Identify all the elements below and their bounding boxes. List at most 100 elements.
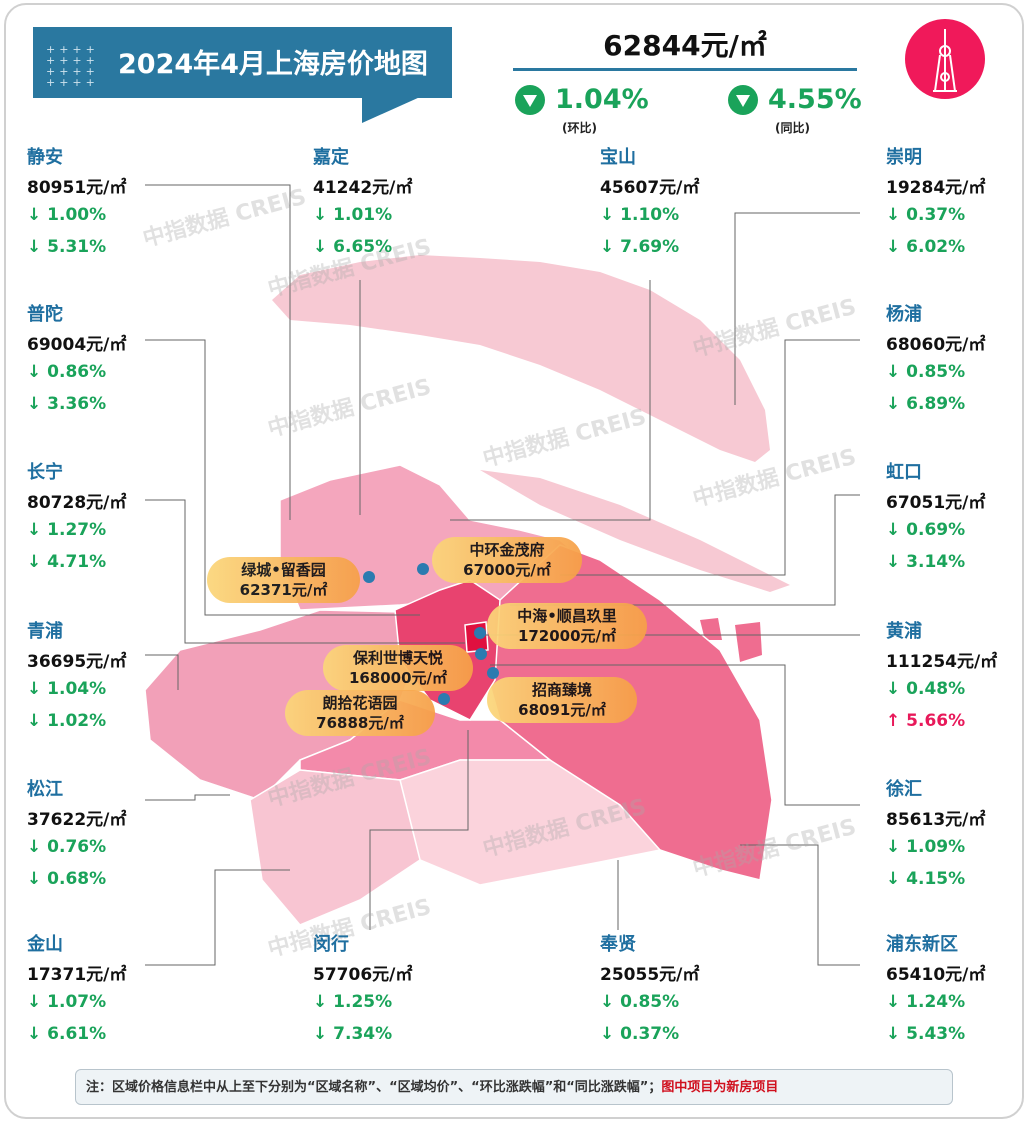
map-jinshan: [249, 769, 421, 926]
district-yoy: ↓ 7.34%: [313, 1024, 393, 1044]
project-price: 62371元/㎡: [239, 581, 328, 599]
district-info-3: 崇明 19284元/㎡ ↓ 0.37% ↓ 6.02%: [886, 143, 985, 269]
project-label: 中海•顺昌玖里 172000元/㎡: [487, 603, 647, 649]
map-chongming: [272, 255, 770, 462]
district-yoy: ↓ 6.65%: [313, 237, 393, 257]
project-marker[interactable]: [438, 693, 450, 705]
district-info-14: 奉贤 25055元/㎡ ↓ 0.85% ↓ 0.37%: [600, 930, 699, 1056]
project-marker[interactable]: [475, 648, 487, 660]
map-fengxian: [399, 759, 662, 886]
frame: [4, 3, 1024, 1119]
project-price: 67000元/㎡: [463, 561, 551, 579]
note-text: 注：区域价格信息栏中从上至下分别为“区域名称”、“区域均价”、“环比涨跌幅”和“…: [86, 1080, 662, 1095]
title-banner-tail: [362, 97, 420, 123]
district-yoy: ↓ 3.36%: [27, 394, 107, 414]
district-info-7: 虹口 67051元/㎡ ↓ 0.69% ↓ 3.14%: [886, 458, 985, 584]
district-info-15: 浦东新区 65410元/㎡ ↓ 1.24% ↓ 5.43%: [886, 930, 985, 1056]
district-name: 杨浦: [886, 304, 922, 325]
yoy-value: 4.55%: [768, 84, 862, 115]
project-name: 保利世博天悦: [352, 649, 443, 667]
district-name: 黄浦: [886, 621, 922, 642]
district-name: 松江: [27, 779, 63, 800]
district-yoy: ↓ 0.37%: [600, 1024, 680, 1044]
district-name: 青浦: [27, 621, 63, 642]
district-name: 奉贤: [600, 934, 636, 955]
district-price: 65410元/㎡: [886, 965, 986, 985]
project-label: 朗拾花语园 76888元/㎡: [285, 690, 435, 736]
page-title: 2024年4月上海房价地图: [118, 49, 428, 80]
project-price: 68091元/㎡: [518, 701, 606, 719]
district-mom: ↓ 1.24%: [886, 992, 966, 1012]
district-price: 37622元/㎡: [27, 810, 127, 830]
district-info-9: 黄浦 111254元/㎡ ↓ 0.48% ↑ 5.66%: [886, 617, 997, 743]
map-changxing-island: [480, 470, 790, 592]
mom-label: (环比): [562, 121, 597, 135]
district-name: 闵行: [313, 934, 349, 955]
district-mom: ↓ 0.37%: [886, 205, 966, 225]
project-label: 中环金茂府 67000元/㎡: [432, 537, 582, 583]
district-name: 徐汇: [886, 779, 922, 800]
district-yoy: ↓ 4.71%: [27, 552, 107, 572]
title-banner: [33, 27, 452, 98]
project-name: 中海•顺昌玖里: [517, 607, 617, 625]
project-price: 76888元/㎡: [316, 714, 404, 732]
project-marker[interactable]: [363, 571, 375, 583]
project-marker[interactable]: [487, 667, 499, 679]
district-info-8: 青浦 36695元/㎡ ↓ 1.04% ↓ 1.02%: [27, 617, 126, 743]
district-yoy: ↓ 6.89%: [886, 394, 966, 414]
district-yoy: ↓ 5.31%: [27, 237, 107, 257]
district-mom: ↓ 0.48%: [886, 679, 966, 699]
district-price: 17371元/㎡: [27, 965, 127, 985]
district-mom: ↓ 1.10%: [600, 205, 680, 225]
district-yoy: ↓ 6.61%: [27, 1024, 107, 1044]
project-marker[interactable]: [417, 563, 429, 575]
district-info-0: 静安 80951元/㎡ ↓ 1.00% ↓ 5.31%: [27, 143, 126, 269]
total-avg-price: 62844元/㎡: [603, 29, 767, 62]
project-label: 绿城•留香园 62371元/㎡: [207, 557, 360, 603]
district-info-2: 宝山 45607元/㎡ ↓ 1.10% ↓ 7.69%: [600, 143, 699, 269]
district-price: 80951元/㎡: [27, 178, 127, 198]
district-price: 68060元/㎡: [886, 335, 986, 355]
district-price: 57706元/㎡: [313, 965, 413, 985]
mom-value: 1.04%: [555, 84, 649, 115]
district-yoy: ↓ 0.68%: [27, 869, 107, 889]
district-mom: ↓ 0.85%: [600, 992, 680, 1012]
district-info-12: 金山 17371元/㎡ ↓ 1.07% ↓ 6.61%: [27, 930, 126, 1056]
district-name: 宝山: [600, 147, 636, 168]
project-name: 朗拾花语园: [322, 694, 398, 712]
district-name: 静安: [27, 147, 63, 168]
project-name: 招商臻境: [531, 681, 592, 699]
district-yoy: ↓ 7.69%: [600, 237, 680, 257]
district-price: 41242元/㎡: [313, 178, 413, 198]
project-marker[interactable]: [474, 627, 486, 639]
district-mom: ↓ 0.86%: [27, 362, 107, 382]
district-name: 金山: [27, 934, 63, 955]
district-price: 25055元/㎡: [600, 965, 700, 985]
footnote: 注：区域价格信息栏中从上至下分别为“区域名称”、“区域均价”、“环比涨跌幅”和“…: [75, 1069, 953, 1105]
district-price: 19284元/㎡: [886, 178, 986, 198]
district-info-11: 徐汇 85613元/㎡ ↓ 1.09% ↓ 4.15%: [886, 775, 985, 901]
district-yoy: ↓ 4.15%: [886, 869, 966, 889]
district-info-1: 嘉定 41242元/㎡ ↓ 1.01% ↓ 6.65%: [313, 143, 412, 269]
project-price: 172000元/㎡: [517, 627, 617, 645]
district-mom: ↓ 1.01%: [313, 205, 393, 225]
district-price: 111254元/㎡: [886, 652, 998, 672]
oriental-pearl-tower-icon: [905, 19, 985, 99]
district-mom: ↓ 1.09%: [886, 837, 966, 857]
project-label: 保利世博天悦 168000元/㎡: [323, 645, 473, 691]
note-highlight: 图中项目为新房项目: [661, 1080, 779, 1095]
district-yoy: ↓ 1.02%: [27, 711, 107, 731]
district-price: 85613元/㎡: [886, 810, 986, 830]
district-mom: ↓ 1.00%: [27, 205, 107, 225]
district-price: 80728元/㎡: [27, 493, 127, 513]
district-mom: ↓ 1.25%: [313, 992, 393, 1012]
district-info-4: 普陀 69004元/㎡ ↓ 0.86% ↓ 3.36%: [27, 300, 126, 426]
district-price: 36695元/㎡: [27, 652, 127, 672]
district-mom: ↓ 1.27%: [27, 520, 107, 540]
down-triangle-icon: [728, 84, 758, 115]
district-mom: ↓ 0.69%: [886, 520, 966, 540]
district-mom: ↓ 1.07%: [27, 992, 107, 1012]
project-label: 招商臻境 68091元/㎡: [487, 677, 637, 723]
project-name: 中环金茂府: [469, 541, 545, 559]
district-price: 45607元/㎡: [600, 178, 700, 198]
